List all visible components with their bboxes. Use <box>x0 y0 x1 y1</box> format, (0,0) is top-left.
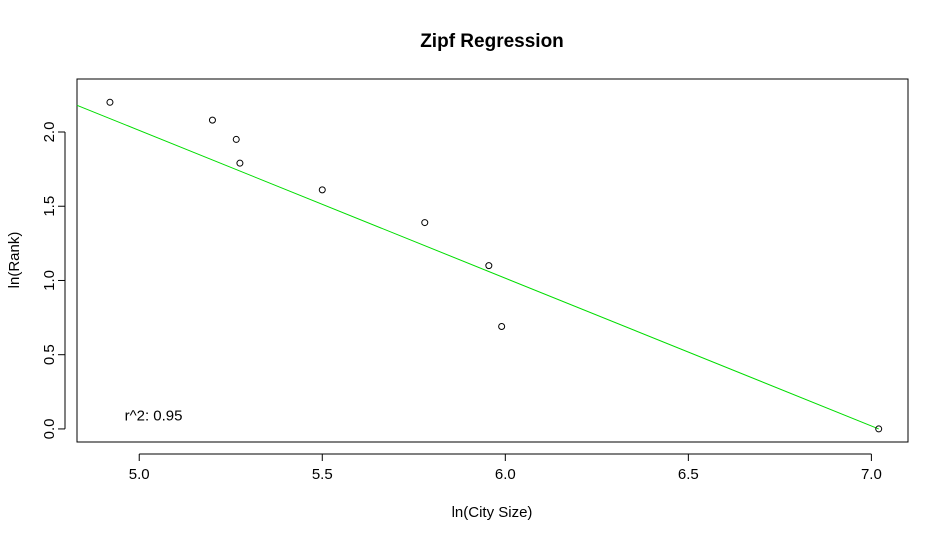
x-tick-label: 6.5 <box>678 466 699 483</box>
data-point <box>485 262 493 270</box>
data-point <box>106 98 114 106</box>
x-tick-label: 6.0 <box>495 466 516 483</box>
x-axis-label: ln(City Size) <box>452 504 533 521</box>
y-tick-label: 1.0 <box>41 270 58 291</box>
y-axis-label: ln(Rank) <box>6 232 23 289</box>
y-tick-label: 0.0 <box>41 419 58 440</box>
data-point <box>421 219 429 227</box>
data-point <box>236 159 244 167</box>
x-axis: 5.0 5.5 6.0 6.5 7.0 <box>129 453 882 483</box>
x-tick-label: 5.5 <box>312 466 333 483</box>
x-tick-label: 7.0 <box>861 466 882 483</box>
data-point <box>875 425 883 433</box>
chart-title: Zipf Regression <box>420 31 564 52</box>
y-tick-label: 1.5 <box>41 196 58 217</box>
y-axis: 0.0 0.5 1.0 1.5 2.0 <box>41 122 66 440</box>
data-point <box>208 116 216 124</box>
regression-line-group <box>76 104 879 430</box>
data-point <box>232 135 240 143</box>
data-points <box>106 98 883 433</box>
plot-frame <box>76 78 909 443</box>
y-tick-label: 0.5 <box>41 344 58 365</box>
y-tick-label: 2.0 <box>41 122 58 143</box>
data-point <box>498 322 506 330</box>
x-tick-label: 5.0 <box>129 466 150 483</box>
r-squared-annotation: r^2: 0.95 <box>125 408 183 425</box>
regression-line <box>76 104 879 430</box>
data-point <box>318 186 326 194</box>
